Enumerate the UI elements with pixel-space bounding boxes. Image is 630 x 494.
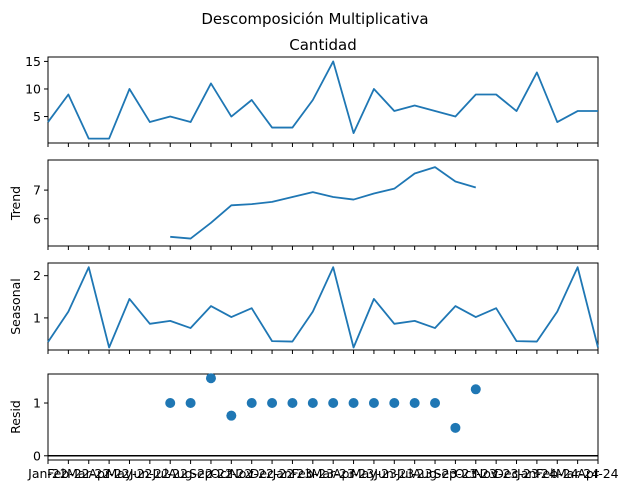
y-tick-label: 0 [33,448,41,463]
y-tick-label: 15 [25,54,41,69]
x-tick-label: May-22 [106,466,152,481]
x-tick-label: Feb-23 [292,466,335,481]
y-axis-label: Seasonal [8,278,23,335]
x-tick-label: Jan-22 [27,466,68,481]
resid-point [348,398,359,409]
resid-point [307,398,318,409]
x-tick-label: Mar-24 [556,466,599,481]
resid-point [409,398,420,409]
panel-1: Cantidad 5 10 15 [25,36,599,147]
y-tick-label: 6 [33,211,41,226]
resid-point [287,398,298,409]
resid-point [368,398,379,409]
panels-group: Cantidad 5 10 15 6 7 Trend 1 2 Seasonal 0 1 Resid Jan… [8,36,619,481]
resid-point [328,398,339,409]
series-line [47,60,598,140]
y-axis-label: Resid [8,400,23,434]
resid-point [246,398,257,409]
resid-point [185,398,196,409]
x-tick-label: Nov-23 [474,466,518,481]
y-tick-label: 1 [33,310,41,325]
x-tick-label: Dec-23 [494,466,539,481]
axes-frame [47,373,599,461]
y-tick-label: 7 [33,183,41,198]
y-tick-label: 10 [25,81,41,96]
figure-title: Descomposición Multiplicativa [201,10,428,28]
x-tick-label: Feb-22 [47,466,90,481]
x-tick-label: Jun-22 [129,466,170,481]
resid-point [470,384,481,395]
axes-frame [47,56,599,144]
panel-2: 6 7 Trend [8,159,599,250]
axes-frame [47,262,599,351]
resid-point [205,373,216,384]
y-tick-label: 1 [33,396,41,411]
x-tick-label: Jun-23 [373,466,414,481]
panel-3: 1 2 Seasonal [8,262,599,354]
x-tick-label: Sep-22 [189,466,233,481]
y-tick-label: 5 [33,109,41,124]
x-tick-label: Dec-22 [250,466,295,481]
x-tick-label: Feb-24 [536,466,579,481]
x-tick-label: Oct-22 [210,466,252,481]
x-tick-label: Mar-22 [67,466,110,481]
y-tick-label: 2 [33,268,41,283]
resid-point [389,398,400,409]
x-tick-label: Jul-23 [396,466,433,481]
x-tick-label: Apr-23 [333,466,374,481]
resid-point [267,398,278,409]
x-tick-label: Jul-22 [151,466,188,481]
x-tick-label: Oct-23 [455,466,497,481]
axes-frame [47,159,599,247]
series-line [47,266,599,349]
series-line [170,166,477,240]
panel-4: 01ResidJan-22Feb-22Mar-22Apr-22May-22Jun… [8,373,619,481]
x-tick-label: May-23 [351,466,397,481]
resid-point [226,410,237,421]
y-axis-label: Trend [8,186,23,221]
resid-point [430,398,441,409]
x-tick-label: Apr-22 [88,466,129,481]
x-tick-label: Nov-22 [229,466,273,481]
panel-title: Cantidad [289,36,356,54]
x-tick-label: Jan-24 [516,466,557,481]
x-tick-label: Aug-23 [413,466,458,481]
x-tick-label: Aug-22 [168,466,213,481]
x-tick-label: Jan-23 [272,466,313,481]
resid-point [450,422,461,433]
x-tick-label: Apr-24 [577,466,618,481]
x-tick-label: Mar-23 [312,466,355,481]
x-tick-label: Sep-23 [433,466,477,481]
resid-point [165,398,176,409]
